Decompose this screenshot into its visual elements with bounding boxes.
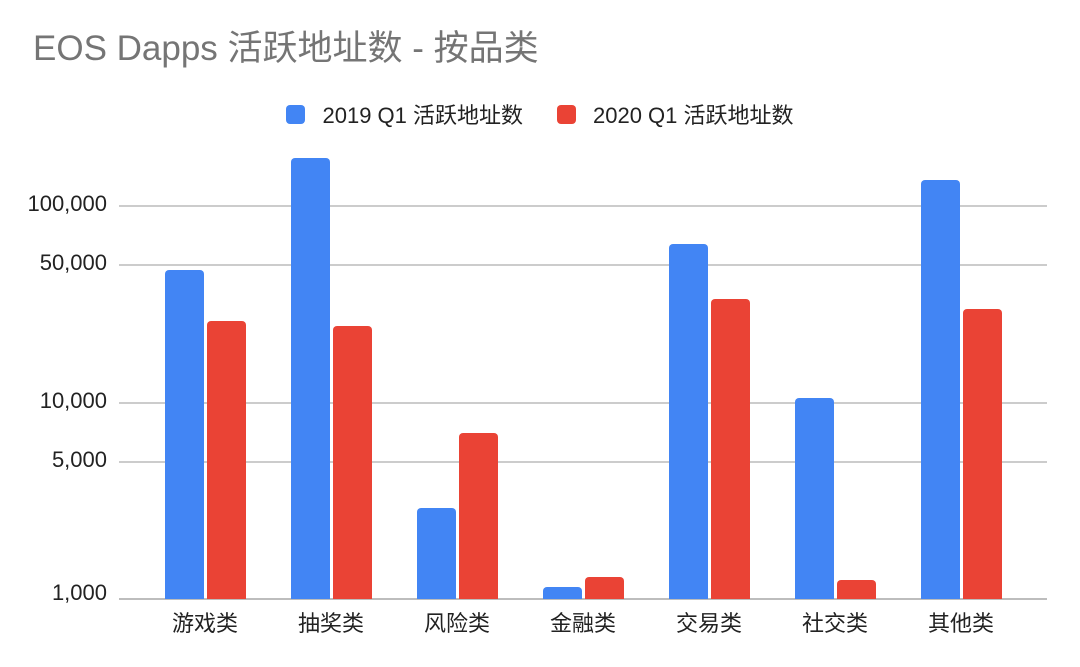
- legend-label-2019: 2019 Q1 活跃地址数: [322, 103, 523, 128]
- bar-2020q1-风险类[interactable]: [458, 432, 498, 599]
- bar-2019q1-交易类[interactable]: [668, 244, 708, 599]
- x-axis-label-抽奖类: 抽奖类: [297, 611, 364, 636]
- y-tick-label-1000: 1,000: [51, 580, 107, 605]
- bar-2019q1-风险类[interactable]: [416, 508, 456, 599]
- legend: 2019 Q1 活跃地址数 2020 Q1 活跃地址数: [0, 98, 1080, 130]
- bar-2020q1-金融类[interactable]: [584, 576, 624, 599]
- y-tick-label-50000: 50,000: [39, 250, 107, 276]
- y-tick-label-10000: 10,000: [39, 387, 107, 413]
- x-axis-label-游戏类: 游戏类: [171, 611, 238, 636]
- bar-2019q1-抽奖类[interactable]: [290, 158, 330, 599]
- gridline-5000: [119, 460, 1047, 463]
- x-axis-baseline: [119, 598, 1047, 600]
- x-axis-label-风险类: 风险类: [423, 611, 490, 636]
- x-axis-label-社交类: 社交类: [801, 611, 868, 636]
- x-axis-label-金融类: 金融类: [549, 611, 616, 636]
- bar-2019q1-游戏类[interactable]: [164, 270, 204, 599]
- gridline-100000: [119, 205, 1047, 207]
- y-tick-label-100000: 100,000: [27, 191, 107, 216]
- chart-title: EOS Dapps 活跃地址数 - 按品类: [33, 29, 539, 68]
- bar-2019q1-社交类[interactable]: [794, 398, 834, 599]
- bar-2020q1-社交类[interactable]: [836, 579, 876, 599]
- bar-2019q1-其他类[interactable]: [920, 180, 960, 599]
- bar-2020q1-其他类[interactable]: [962, 308, 1002, 599]
- x-axis-label-交易类: 交易类: [675, 611, 742, 636]
- bar-2020q1-交易类[interactable]: [710, 299, 750, 599]
- bar-2020q1-抽奖类[interactable]: [332, 326, 372, 599]
- gridline-50000: [119, 264, 1047, 267]
- y-tick-label-5000: 5,000: [51, 446, 107, 472]
- legend-swatch-2019-icon: [286, 104, 306, 124]
- gridline-10000: [119, 401, 1047, 404]
- x-axis-label-其他类: 其他类: [927, 611, 994, 636]
- legend-label-2020: 2020 Q1 活跃地址数: [593, 103, 794, 128]
- bar-2019q1-金融类[interactable]: [542, 587, 582, 599]
- legend-swatch-2020-icon: [557, 104, 576, 124]
- legend-item-2019: 2019 Q1 活跃地址数: [286, 98, 523, 130]
- legend-item-2020: 2020 Q1 活跃地址数: [557, 98, 794, 130]
- bar-2020q1-游戏类[interactable]: [206, 320, 246, 599]
